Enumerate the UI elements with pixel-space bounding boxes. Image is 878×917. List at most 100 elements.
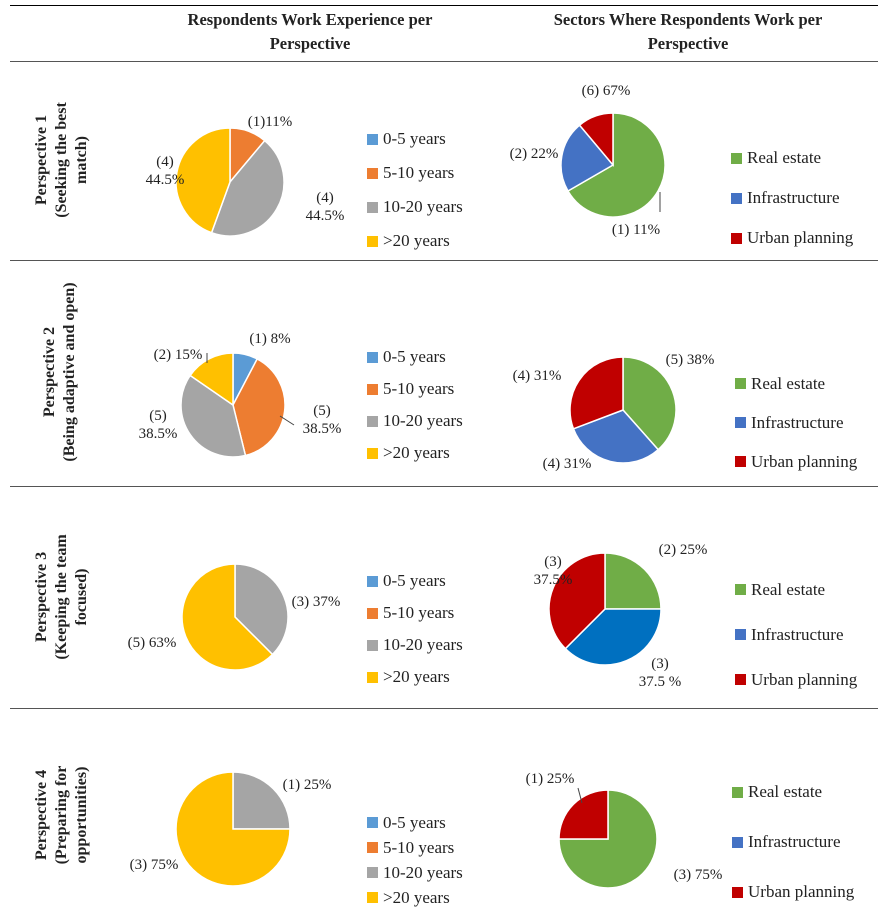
slice-label-line: (1) 25% bbox=[283, 777, 332, 793]
slice-label-line: (3) 75% bbox=[674, 867, 723, 883]
legend-item: Real estate bbox=[732, 767, 854, 817]
legend-item: Urban planning bbox=[735, 657, 857, 702]
legend-swatch bbox=[367, 201, 378, 213]
label-leader-line bbox=[279, 415, 295, 426]
legend-label: >20 years bbox=[383, 231, 450, 250]
legend-label: Infrastructure bbox=[751, 413, 844, 432]
legend-swatch bbox=[367, 167, 378, 179]
row-divider-2 bbox=[10, 486, 878, 487]
row-label-line: Perspective 1 bbox=[33, 114, 50, 206]
slice-label: (5) 38.5% bbox=[303, 403, 342, 437]
legend-item: 10-20 years bbox=[367, 405, 463, 437]
slice-label-line: (4) bbox=[316, 190, 334, 206]
row-label-line: (Keeping the team bbox=[53, 534, 70, 660]
row-label-line: (Seeking the best bbox=[53, 102, 70, 218]
pie-slice bbox=[558, 789, 609, 840]
slice-label-line: 38.5% bbox=[303, 421, 342, 437]
legend-label: Urban planning bbox=[751, 452, 858, 471]
legend-swatch bbox=[731, 192, 742, 204]
header-work-experience: Respondents Work Experience per Perspect… bbox=[187, 10, 433, 53]
legend-swatch bbox=[367, 639, 378, 651]
pie-p3-experience: (3) 37% (5) 63% bbox=[128, 563, 341, 671]
legend-item: Real estate bbox=[735, 567, 857, 612]
slice-label-line: (5) 38% bbox=[666, 352, 715, 368]
slice-label: (2) 25% bbox=[659, 542, 708, 558]
slice-label: (4) 31% bbox=[543, 456, 592, 472]
slice-label-line: (3) 37% bbox=[292, 594, 341, 610]
legend-swatch bbox=[367, 892, 378, 903]
row-label-line: Perspective 4 bbox=[33, 769, 50, 861]
slice-label: (5) 38% bbox=[666, 352, 715, 368]
row-label-line: Perspective 2 bbox=[41, 326, 58, 418]
legend-swatch bbox=[731, 232, 742, 244]
slice-label-line: (3) 75% bbox=[130, 857, 179, 873]
row-divider-3 bbox=[10, 708, 878, 709]
legend-item: 5-10 years bbox=[367, 597, 463, 629]
legend-swatch bbox=[735, 629, 746, 640]
legend-item: Real estate bbox=[731, 138, 853, 178]
legend-label: 5-10 years bbox=[383, 838, 455, 857]
legend-label: 10-20 years bbox=[383, 635, 463, 654]
slice-label: (4) 44.5% bbox=[146, 154, 185, 188]
legend-label: >20 years bbox=[383, 888, 450, 907]
legend-item: Infrastructure bbox=[735, 403, 857, 442]
legend-p2-experience: 0-5 years 5-10 years 10-20 years >20 years bbox=[367, 341, 463, 469]
slice-label-line: (2) 15% bbox=[154, 347, 203, 363]
slice-label: (3) 75% bbox=[674, 867, 723, 883]
legend-label: Real estate bbox=[751, 374, 826, 393]
slice-label-line: (5) bbox=[149, 408, 167, 424]
legend-p3-experience: 0-5 years 5-10 years 10-20 years >20 years bbox=[367, 565, 463, 693]
legend-p1-sectors: Real estate Infrastructure Urban planning bbox=[731, 138, 853, 258]
row-label-line: opportunities) bbox=[73, 766, 90, 864]
legend-swatch bbox=[367, 607, 378, 619]
legend-swatch bbox=[732, 886, 743, 898]
slice-label: (6) 67% bbox=[582, 83, 631, 99]
slice-label-line: (4) bbox=[156, 154, 174, 170]
legend-swatch bbox=[367, 867, 378, 878]
pie-p1-experience: (1)11% (4) 44.5% (4) 44.5% bbox=[146, 114, 345, 237]
legend-swatch bbox=[367, 447, 378, 459]
row-label-line: (Preparing for bbox=[53, 765, 70, 865]
legend-label: Infrastructure bbox=[748, 832, 841, 851]
legend-label: 10-20 years bbox=[383, 411, 463, 430]
slice-label: (4) 44.5% bbox=[306, 190, 345, 224]
legend-item: Urban planning bbox=[731, 218, 853, 258]
pie-slice bbox=[604, 552, 662, 610]
slice-label-line: (1) 25% bbox=[526, 771, 575, 787]
pie-slice bbox=[175, 771, 291, 887]
slice-label: (5) 63% bbox=[128, 635, 177, 651]
slice-label-line: (3) bbox=[544, 554, 562, 570]
slice-label: (5) 38.5% bbox=[139, 408, 178, 442]
legend-swatch bbox=[367, 817, 378, 828]
pie-slice bbox=[572, 409, 660, 464]
pie-slice bbox=[175, 127, 231, 234]
pie-slice bbox=[234, 563, 289, 656]
legend-item: >20 years bbox=[367, 224, 463, 258]
pie-p3-sectors: (2) 25% (3) 37.5 % (3) 37.5% bbox=[534, 542, 708, 690]
slice-label-line: (1)11% bbox=[248, 114, 292, 130]
legend-item: 0-5 years bbox=[367, 341, 463, 373]
legend-label: >20 years bbox=[383, 667, 450, 686]
legend-item: >20 years bbox=[367, 661, 463, 693]
legend-label: 0-5 years bbox=[383, 571, 446, 590]
legend-label: Urban planning bbox=[751, 670, 858, 689]
slice-label: (3) 75% bbox=[130, 857, 179, 873]
top-rule bbox=[10, 5, 878, 6]
slice-label-line: 37.5% bbox=[534, 572, 573, 588]
legend-item: >20 years bbox=[367, 437, 463, 469]
pie-slice bbox=[558, 789, 658, 889]
legend-swatch bbox=[367, 351, 378, 363]
pie-slice bbox=[622, 356, 677, 451]
legend-item: 0-5 years bbox=[367, 810, 463, 835]
legend-label: Urban planning bbox=[748, 882, 855, 901]
row-label-line: (Being adaptive and open) bbox=[61, 282, 78, 462]
legend-swatch bbox=[735, 417, 746, 428]
legend-label: Infrastructure bbox=[751, 625, 844, 644]
slice-label-line: (5) 63% bbox=[128, 635, 177, 651]
slice-label: (3) 37.5 % bbox=[639, 656, 682, 690]
legend-item: >20 years bbox=[367, 885, 463, 910]
row-label-line: Perspective 3 bbox=[33, 551, 50, 643]
legend-item: Infrastructure bbox=[732, 817, 854, 867]
pie-p4-sectors: (3) 75% (1) 25% bbox=[526, 771, 723, 889]
pie-p2-sectors: (5) 38% (4) 31% (4) 31% bbox=[513, 352, 715, 472]
